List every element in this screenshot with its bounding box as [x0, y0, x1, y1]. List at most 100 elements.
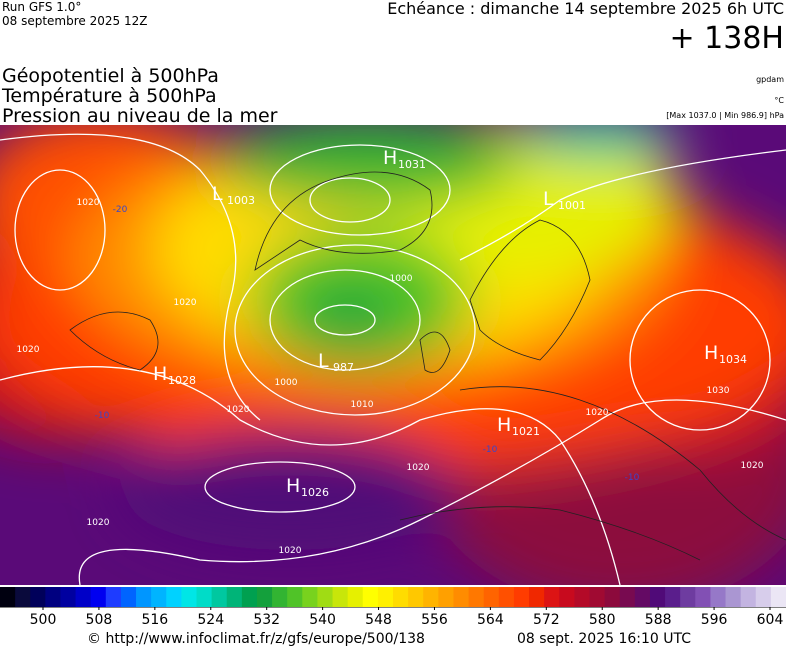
unit-geopotential: gpdam: [756, 75, 784, 84]
colorbar-label: 524: [197, 612, 224, 628]
colorbar-swatch: [755, 587, 772, 607]
center-value: 1034: [719, 353, 747, 366]
colorbar-swatch: [362, 587, 379, 607]
center-value: 987: [333, 361, 354, 374]
run-label: Run GFS 1.0°: [2, 0, 81, 14]
run-date: 08 septembre 2025 12Z: [2, 14, 147, 28]
colorbar-label: 564: [477, 612, 504, 628]
colorbar-swatch: [377, 587, 394, 607]
colorbar-swatch: [438, 587, 454, 607]
colorbar-swatch: [740, 587, 757, 607]
lead-time: + 138H: [670, 21, 785, 56]
center-value: 1003: [227, 194, 255, 207]
valid-time: Echéance : dimanche 14 septembre 2025 6h…: [387, 0, 784, 18]
colorbar-swatch: [347, 587, 364, 607]
colorbar-swatch: [332, 587, 349, 607]
colorbar-swatch: [589, 587, 606, 607]
isobar-label: 1020: [87, 518, 110, 528]
colorbar-swatch: [120, 587, 137, 607]
colorbar-swatch: [423, 587, 439, 607]
colorbar-swatch: [453, 587, 470, 607]
colorbar-swatch: [604, 587, 621, 607]
colorbar-swatch: [498, 587, 515, 607]
center-value: 1031: [398, 158, 426, 171]
colorbar-swatch: [287, 587, 303, 607]
isobar-label: 1020: [586, 408, 609, 418]
colorbar-swatch: [544, 587, 560, 607]
center-letter: H: [497, 414, 511, 436]
isobar-label: 1020: [174, 298, 197, 308]
isobar-label: 1020: [279, 546, 302, 556]
colorbar-label: 572: [533, 612, 560, 628]
footer-source: © http://www.infoclimat.fr/z/gfs/europe/…: [87, 631, 425, 647]
center-letter: H: [704, 342, 718, 364]
colorbar-swatch: [634, 587, 651, 607]
isobar-label: 1000: [275, 378, 298, 388]
unit-temperature: °C: [774, 96, 784, 105]
center-value: 1001: [558, 199, 586, 212]
isobar-label: 1020: [227, 405, 250, 415]
center-letter: L: [212, 183, 223, 205]
unit-pressure: [Max 1037.0 | Min 986.9] hPa: [666, 111, 784, 120]
colorbar-label: 532: [253, 612, 280, 628]
colorbar-swatch: [181, 587, 197, 607]
colorbar-swatch: [60, 587, 77, 607]
colorbar-swatch: [710, 587, 727, 607]
colorbar-swatch: [468, 587, 485, 607]
colorbar-swatch: [211, 587, 228, 607]
colorbar-swatch: [90, 587, 107, 607]
colorbar-swatch: [513, 587, 530, 607]
isobars: [0, 133, 786, 585]
footer-generated: 08 sept. 2025 16:10 UTC: [517, 631, 691, 647]
center-letter: H: [383, 147, 397, 169]
colorbar-swatch: [483, 587, 500, 607]
center-value: 1028: [168, 374, 196, 387]
colorbar-swatch: [665, 587, 681, 607]
map-field: [0, 125, 786, 585]
isobar-label: 1000: [390, 274, 413, 284]
colorbar-label: 580: [589, 612, 616, 628]
colorbar-swatch: [166, 587, 182, 607]
field-name: Géopotentiel à 500hPa: [2, 65, 219, 87]
isobar-label: 1030: [707, 386, 730, 396]
center-value: 1026: [301, 486, 329, 499]
colorbar-swatch: [393, 587, 409, 607]
colorbar-swatch: [695, 587, 711, 607]
colorbar-swatch: [680, 587, 696, 607]
center-letter: L: [543, 188, 554, 210]
colorbar-swatch: [30, 587, 46, 607]
field-name: Pression au niveau de la mer: [2, 105, 278, 127]
colorbar-swatch: [725, 587, 742, 607]
colorbar-swatch: [302, 587, 318, 607]
colorbar-label: 556: [421, 612, 448, 628]
colorbar-label: 604: [757, 612, 784, 628]
colorbar-swatch: [45, 587, 61, 607]
colorbar-label: 548: [365, 612, 392, 628]
temperature-label: -20: [113, 205, 128, 215]
colorbar-swatch: [105, 587, 122, 607]
colorbar-swatch: [770, 587, 786, 607]
colorbar-label: 516: [141, 612, 168, 628]
colorbar-label: 588: [645, 612, 672, 628]
colorbar-swatch: [559, 587, 575, 607]
colorbar-swatch: [529, 587, 545, 607]
temperature-label: -10: [483, 445, 498, 455]
center-letter: H: [286, 475, 300, 497]
colorbar-label: 596: [701, 612, 728, 628]
isobar-label: 1020: [17, 345, 40, 355]
isobar-label: 1020: [407, 463, 430, 473]
colorbar-swatch: [151, 587, 167, 607]
colorbar-swatch: [317, 587, 334, 607]
isobar-label: 1010: [351, 400, 374, 410]
center-letter: H: [153, 363, 167, 385]
center-value: 1021: [512, 425, 540, 438]
colorbar-swatch: [574, 587, 590, 607]
temperature-label: -10: [625, 473, 640, 483]
field-name: Température à 500hPa: [1, 85, 217, 107]
colorbar-swatch: [136, 587, 152, 607]
colorbar-label: 508: [86, 612, 113, 628]
colorbar-label: 500: [30, 612, 57, 628]
colorbar-swatch: [196, 587, 213, 607]
